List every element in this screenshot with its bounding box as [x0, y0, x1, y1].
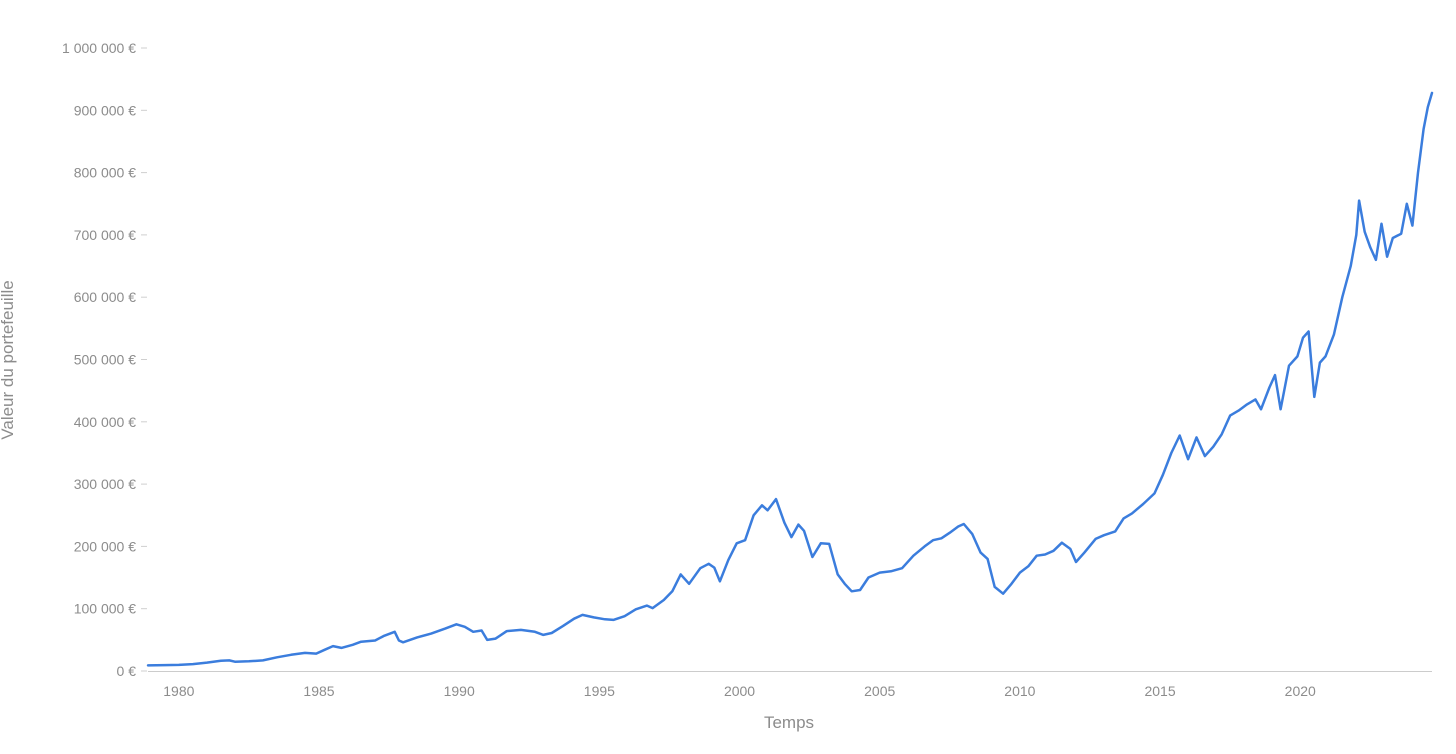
y-tick-label: 800 000 €	[74, 165, 136, 181]
y-axis-ticks: 0 € 100 000 € 200 000 € 300 000 € 400 000 € 5…	[62, 40, 147, 679]
series-line	[146, 91, 1434, 667]
y-tick-label: 500 000 €	[74, 352, 136, 368]
y-tick-label: 600 000 €	[74, 289, 136, 305]
x-tick-label: 1985	[303, 683, 334, 699]
series-layer	[146, 91, 1434, 667]
y-tick-label: 300 000 €	[74, 476, 136, 492]
x-tick-label: 2020	[1285, 683, 1316, 699]
y-axis-title: Valeur du portefeuille	[0, 280, 17, 439]
y-tick-label: 1 000 000 €	[62, 40, 136, 56]
x-tick-label: 1980	[163, 683, 194, 699]
x-axis-ticks: 1980 1985 1990 1995 2000 2005 2010 2015 2020	[163, 683, 1316, 699]
x-tick-label: 2000	[724, 683, 755, 699]
y-tick-label: 700 000 €	[74, 227, 136, 243]
x-tick-label: 2015	[1144, 683, 1175, 699]
x-tick-label: 2010	[1004, 683, 1035, 699]
y-tick-label: 400 000 €	[74, 414, 136, 430]
x-tick-label: 1990	[444, 683, 475, 699]
x-tick-label: 2005	[864, 683, 895, 699]
y-tick-label: 100 000 €	[74, 601, 136, 617]
y-tick-label: 0 €	[117, 663, 137, 679]
y-tick-label: 200 000 €	[74, 538, 136, 554]
y-tick-label: 900 000 €	[74, 102, 136, 118]
x-tick-label: 1995	[584, 683, 615, 699]
x-axis-title: Temps	[764, 713, 814, 732]
